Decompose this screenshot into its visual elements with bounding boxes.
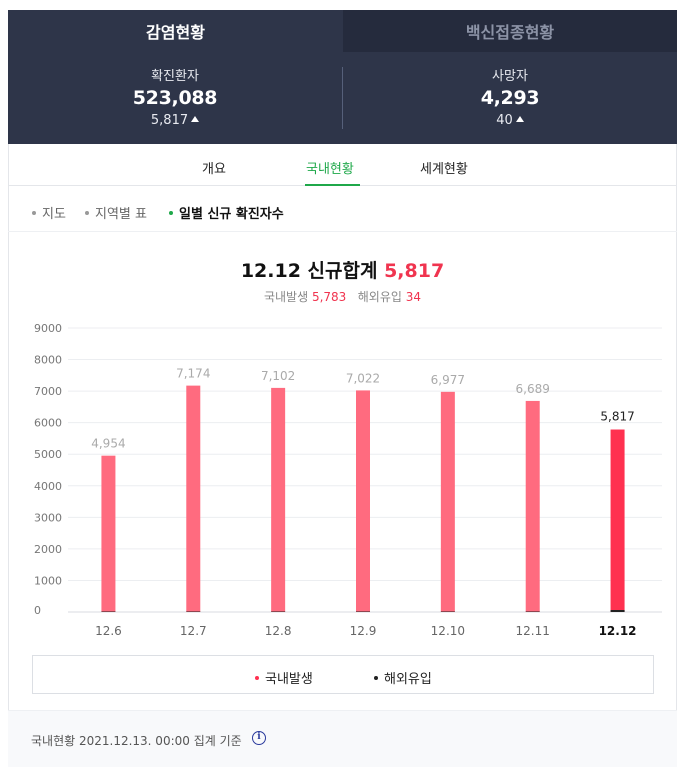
stat-label: 사망자 (492, 69, 528, 84)
stat-delta: 40 (343, 113, 677, 128)
bar-domestic (356, 390, 370, 612)
active-tab-underline (305, 184, 360, 186)
bar-domestic (440, 391, 455, 612)
triangle-up-icon (515, 116, 524, 122)
view-label: 일별 신규 확진자수 (179, 207, 284, 222)
stat-value: 4,293 (480, 87, 540, 109)
domestic-label: 국내발생 (263, 290, 309, 304)
y-tick-label: 9000 (34, 322, 62, 335)
stat-confirmed: 확진환자 523,088 5,817 (8, 65, 342, 128)
bar-value-label: 4,954 (91, 437, 125, 451)
stat-delta-value: 40 (496, 113, 513, 128)
bar-domestic (271, 387, 286, 612)
bullet-dot (85, 211, 89, 215)
y-tick-label: 7000 (34, 385, 62, 398)
bar-overseas (440, 611, 455, 612)
bullet-dot (169, 211, 173, 215)
triangle-up-icon (191, 116, 200, 122)
view-label: 지역별 표 (95, 207, 147, 222)
legend-label: 국내발생 (265, 672, 313, 687)
tab-vaccination-status[interactable]: 백신접종현황 (343, 10, 677, 52)
y-tick-label: 1000 (34, 574, 62, 587)
domestic-value: 5,783 (311, 290, 347, 304)
legend-item-domestic: 국내발생 (255, 668, 313, 687)
stat-divider (342, 67, 343, 129)
bar-domestic (186, 385, 201, 612)
y-tick-label: 0 (34, 604, 41, 617)
y-tick-label: 2000 (34, 543, 62, 556)
bar-overseas (356, 611, 370, 612)
x-tick-label: 12.11 (516, 624, 550, 638)
daily-cases-bar-chart: 0 1000 2000 3000 4000 5000 6000 7000 8000 9000 4,9… (34, 322, 662, 638)
legend-item-overseas: 해외유입 (374, 668, 432, 687)
stat-label: 확진환자 (151, 69, 199, 84)
tab-world[interactable]: 세계현황 (420, 162, 468, 177)
overseas-value: 34 (405, 290, 422, 304)
view-region-table[interactable]: 지역별 표 (85, 203, 147, 222)
view-selector: 지도 지역별 표 일별 신규 확진자수 (8, 187, 677, 232)
x-tick-label: 12.6 (95, 624, 122, 638)
y-tick-label: 8000 (34, 354, 62, 367)
bar-value-label: 5,817 (600, 409, 634, 423)
y-tick-label: 5000 (34, 448, 62, 461)
tab-infection-status[interactable]: 감염현황 (8, 10, 343, 52)
y-tick-label: 6000 (34, 417, 62, 430)
stat-delta-value: 5,817 (150, 113, 189, 128)
stat-deaths: 사망자 4,293 40 (343, 65, 677, 128)
info-icon[interactable]: i (252, 731, 266, 745)
legend-label: 해외유입 (384, 672, 432, 687)
bar-domestic (525, 400, 540, 612)
tab-overview[interactable]: 개요 (202, 162, 226, 177)
y-tick-label: 4000 (34, 480, 62, 493)
legend-dot (374, 676, 378, 680)
summary-title-label: 12.12 신규합계 (240, 260, 378, 282)
bar-value-label: 7,022 (346, 371, 380, 385)
y-tick-label: 3000 (34, 511, 62, 524)
bar-overseas (271, 611, 286, 612)
tab-domestic[interactable]: 국내현황 (306, 162, 354, 177)
summary-total: 5,817 (384, 260, 445, 282)
chart-summary-sub: 국내발생 5,783 해외유입 34 (0, 288, 685, 305)
chart-legend: 국내발생 해외유입 (32, 655, 654, 694)
bullet-dot (32, 211, 36, 215)
panel-frame (8, 10, 677, 767)
sub-tabs: 개요 국내현황 세계현황 (8, 145, 677, 186)
chart-summary-title: 12.12 신규합계 5,817 (0, 256, 685, 283)
status-header: 감염현황 백신접종현황 확진환자 523,088 5,817 사망자 4,293… (8, 10, 677, 144)
stat-value: 523,088 (132, 87, 218, 109)
bar-domestic (610, 429, 625, 612)
view-label: 지도 (42, 207, 66, 222)
x-tick-label: 12.12 (599, 624, 637, 638)
view-map[interactable]: 지도 (32, 203, 66, 222)
bar-overseas (610, 610, 625, 612)
x-tick-label: 12.8 (265, 624, 292, 638)
bar-value-label: 6,689 (516, 382, 550, 396)
aggregation-basis-text: 국내현황 2021.12.13. 00:00 집계 기준 (31, 734, 242, 748)
x-tick-label: 12.10 (431, 624, 465, 638)
bar-domestic (101, 455, 116, 612)
bar-overseas (186, 611, 201, 612)
footer-note: 국내현황 2021.12.13. 00:00 집계 기준 i (8, 710, 677, 767)
bar-value-label: 7,102 (261, 369, 295, 383)
bar-value-label: 6,977 (431, 373, 465, 387)
x-tick-label: 12.9 (350, 624, 377, 638)
legend-dot (255, 676, 259, 680)
overseas-label: 해외유입 (357, 290, 402, 304)
stat-delta: 5,817 (8, 113, 342, 128)
bar-overseas (525, 611, 540, 612)
view-daily-new-cases[interactable]: 일별 신규 확진자수 (169, 203, 284, 222)
bar-value-label: 7,174 (176, 367, 210, 381)
bar-overseas (101, 611, 116, 612)
x-tick-label: 12.7 (180, 624, 207, 638)
